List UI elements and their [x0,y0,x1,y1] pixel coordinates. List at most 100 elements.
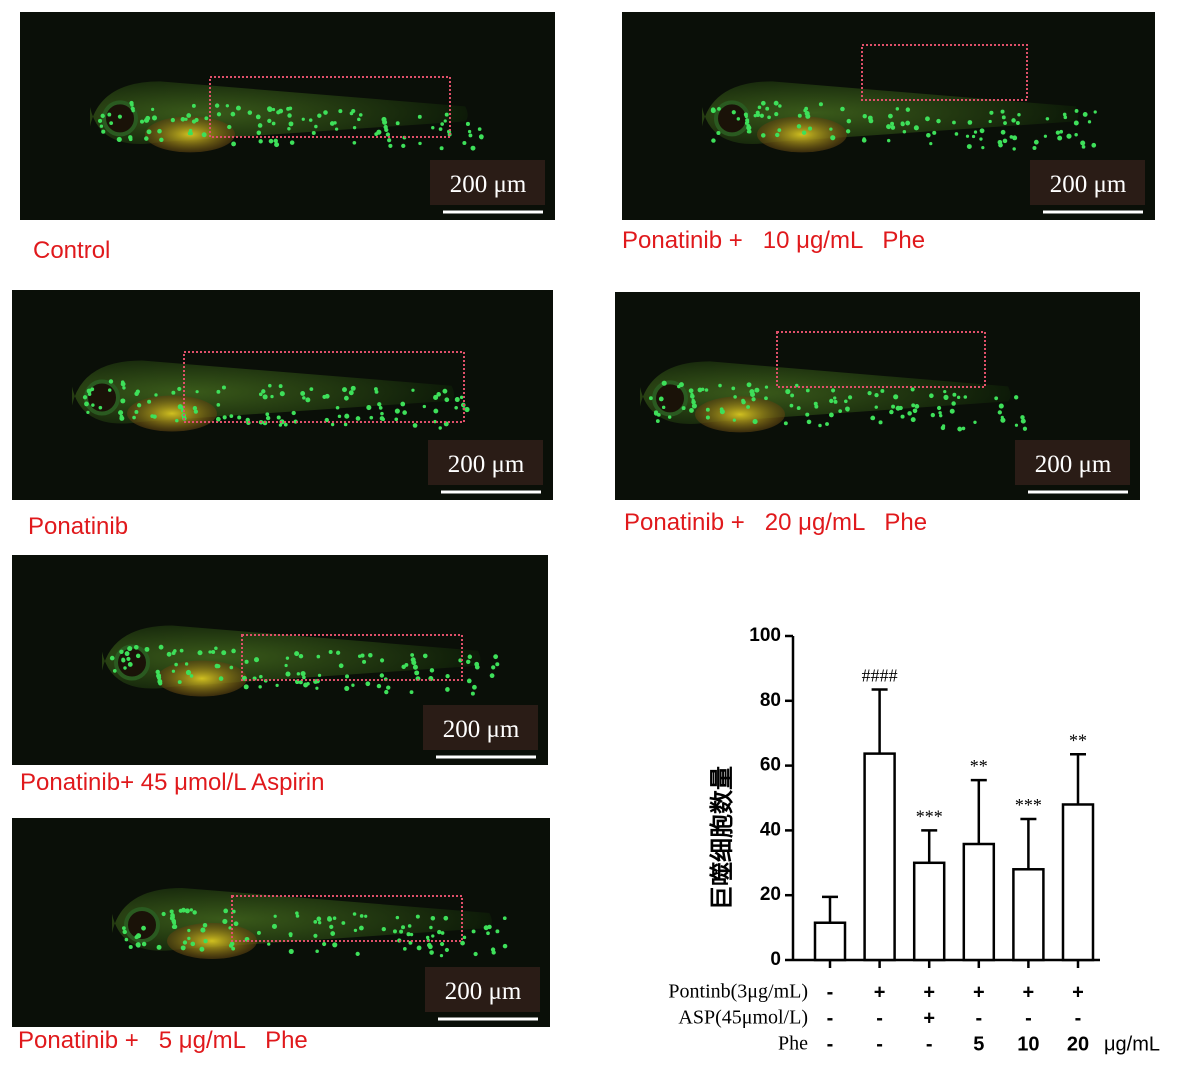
macrophage [216,389,221,394]
row-cell: - [1025,1007,1032,1029]
macrophage [415,676,421,682]
macrophage [1011,118,1016,123]
macrophage [929,142,933,146]
region-box [209,76,451,138]
macrophage [833,399,838,404]
bar [1061,803,1095,962]
macrophage [422,404,426,409]
macrophage [431,934,435,938]
macrophage [473,951,478,957]
macrophage [905,120,911,126]
macrophage [155,669,160,675]
macrophage [358,113,363,117]
macrophage [1003,121,1007,125]
macrophage [831,388,836,393]
macrophage [173,649,177,653]
macrophage [760,100,766,106]
macrophage [688,388,694,394]
macrophage [845,408,850,412]
macrophage [910,417,916,423]
macrophage [399,929,404,934]
macrophage [265,415,271,421]
y-tick-label: 0 [770,949,781,970]
macrophage [775,132,780,138]
row-cell: + [973,981,985,1003]
macrophage [190,941,196,947]
macrophage [417,114,422,119]
macrophage [283,422,288,427]
macrophage [195,390,199,394]
macrophage [878,420,883,425]
panel-caption: Ponatinib+ 45 μmol/L Aspirin [20,769,324,796]
macrophage [191,103,196,108]
macrophage [719,407,724,412]
macrophage [994,396,999,401]
macrophage [925,116,930,122]
macrophage [890,121,895,126]
macrophage [253,657,260,663]
bar [813,921,847,962]
macrophage [829,412,834,418]
macrophage [404,662,409,667]
macrophage [135,389,140,394]
macrophage [893,394,899,400]
macrophage [333,121,337,125]
panel-caption: Ponatinib [28,513,128,540]
macrophage [691,399,696,405]
macrophage [429,925,433,930]
image-panel: 200 μm [12,818,550,1027]
macrophage [1091,142,1097,148]
macrophage [407,924,412,928]
macrophage [1014,423,1019,427]
macrophage [322,941,327,947]
macrophage [412,664,418,670]
macrophage [936,405,942,411]
macrophage [805,113,811,119]
macrophage [318,921,322,925]
macrophage [135,653,141,659]
macrophage [474,664,480,670]
macrophage [874,392,879,398]
row-cell: + [1023,981,1035,1003]
row-label: Pontinb(3μg/mL) [668,981,808,1003]
macrophage [180,945,186,951]
macrophage [86,388,92,394]
macrophage [1063,115,1068,120]
macrophage [418,141,422,146]
macrophage [489,673,495,679]
macrophage [1000,417,1006,423]
macrophage [754,387,760,393]
macrophage [376,683,382,689]
macrophage [133,644,139,650]
macrophage [317,673,322,678]
macrophage [177,404,183,410]
macrophage [284,663,288,668]
macrophage [746,405,751,409]
macrophage [440,122,445,126]
macrophage [445,674,450,679]
macrophage [747,129,752,134]
macrophage [175,418,179,423]
macrophage [491,950,496,955]
macrophage [270,394,274,399]
macrophage [258,139,263,144]
macrophage [313,933,318,938]
panel-caption: Ponatinib + 20 μg/mL Phe [624,509,927,536]
macrophage [797,113,802,118]
macrophage [705,407,710,412]
macrophage [380,411,384,416]
macrophage [130,103,134,107]
macrophage [258,392,263,397]
macrophage [187,936,191,941]
macrophage [440,931,445,935]
eye [652,380,688,417]
macrophage [128,944,133,950]
macrophage [1022,426,1028,431]
macrophage [352,912,357,916]
macrophage [765,106,770,111]
macrophage [954,132,959,136]
macrophage [829,398,834,404]
macrophage [109,655,115,661]
macrophage [229,665,234,670]
macrophage [184,908,190,914]
